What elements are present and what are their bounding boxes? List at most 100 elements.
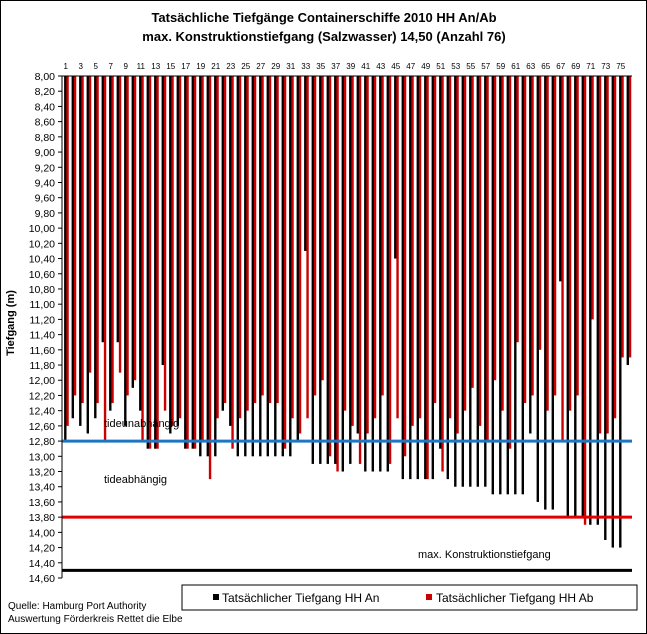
bar-arrival-74 [611, 76, 614, 548]
bar-departure-62 [523, 76, 527, 404]
bar-departure-60 [508, 76, 512, 449]
y-tick-label: 14,20 [29, 543, 55, 555]
y-tick-label: 8,00 [35, 71, 56, 83]
bar-arrival-55 [469, 76, 472, 487]
reference-lines [62, 439, 632, 572]
bar-departure-68 [568, 76, 572, 411]
bar-departure-52 [448, 76, 452, 419]
bar-departure-1 [66, 76, 69, 426]
bar-arrival-72 [596, 76, 599, 525]
bar-arrival-64 [536, 76, 539, 502]
label-tide-independent: tideunabhängig [104, 418, 179, 430]
x-tick-label: 71 [586, 62, 595, 71]
x-tick-label: 17 [181, 62, 190, 71]
bar-arrival-16 [176, 76, 179, 426]
bar-departure-45 [396, 76, 399, 419]
x-tick-label: 67 [556, 62, 565, 71]
bar-arrival-33 [304, 76, 307, 251]
x-tick-label: 5 [94, 62, 99, 71]
y-tick-label: 13,40 [29, 482, 55, 494]
bar-arrival-75 [619, 76, 622, 548]
x-tick-label: 43 [376, 62, 385, 71]
bar-arrival-76 [626, 76, 629, 366]
bar-arrival-32 [296, 76, 299, 442]
bar-arrival-27 [259, 76, 262, 457]
bar-departure-8 [118, 76, 122, 373]
bar-arrival-68 [566, 76, 569, 518]
bar-arrival-26 [251, 76, 254, 457]
bar-departure-2 [73, 76, 77, 396]
chart-title-line-1: Tatsächliche Tiefgänge Containerschiffe … [151, 10, 496, 25]
y-tick-label: 13,60 [29, 497, 55, 509]
bar-departure-30 [283, 76, 287, 449]
bar-arrival-5 [94, 76, 97, 419]
bar-arrival-11 [139, 76, 142, 411]
x-tick-label: 61 [511, 62, 520, 71]
bar-departure-55 [471, 76, 474, 388]
y-tick-label: 9,20 [35, 162, 56, 174]
x-tick-label: 37 [331, 62, 340, 71]
bar-departure-72 [598, 76, 602, 434]
bar-arrival-69 [574, 76, 577, 518]
y-tick-label: 13,80 [29, 512, 55, 524]
bar-arrival-28 [266, 76, 269, 457]
bar-arrival-67 [559, 76, 562, 282]
bar-arrival-14 [161, 76, 164, 366]
y-tick-label: 14,00 [29, 527, 55, 539]
bar-arrival-29 [274, 76, 277, 457]
x-tick-label: 69 [571, 62, 580, 71]
y-tick-label: 10,40 [29, 254, 55, 266]
x-tick-label: 75 [616, 62, 625, 71]
legend-label-departure: Tatsächlicher Tiefgang HH Ab [436, 591, 594, 605]
bar-arrival-22 [221, 76, 224, 411]
bar-departure-69 [576, 76, 579, 396]
bar-departure-18 [193, 76, 197, 449]
y-tick-label: 10,20 [29, 238, 55, 250]
y-tick-label: 12,80 [29, 436, 55, 448]
x-tick-label: 47 [406, 62, 415, 71]
x-tick-label: 33 [301, 62, 310, 71]
bar-arrival-21 [214, 76, 217, 457]
bar-departure-46 [403, 76, 407, 457]
bar-departure-75 [621, 76, 624, 358]
legend-label-arrival: Tatsächlicher Tiefgang HH An [222, 591, 379, 605]
bar-arrival-3 [79, 76, 82, 426]
bar-arrival-35 [319, 76, 322, 464]
bar-departure-43 [381, 76, 384, 396]
bar-departure-11 [141, 76, 144, 442]
bar-departure-23 [231, 76, 234, 449]
bar-departure-24 [238, 76, 242, 419]
bar-departure-20 [208, 76, 212, 480]
bar-arrival-61 [514, 76, 517, 495]
x-tick-label: 53 [451, 62, 460, 71]
y-tick-label: 9,80 [35, 208, 56, 220]
bar-departure-61 [516, 76, 519, 343]
bar-departure-7 [111, 76, 114, 404]
bar-departure-29 [276, 76, 279, 404]
bar-arrival-70 [581, 76, 584, 518]
x-tick-label: 27 [256, 62, 265, 71]
bar-departure-66 [553, 76, 557, 396]
bar-arrival-10 [131, 76, 134, 388]
bar-arrival-15 [169, 76, 172, 434]
y-tick-label: 12,60 [29, 421, 55, 433]
y-tick-label: 11,60 [30, 345, 56, 357]
chart-title-line-2: max. Konstruktionstiefgang (Salzwasser) … [142, 29, 505, 44]
bar-departure-57 [486, 76, 489, 442]
bar-arrival-40 [356, 76, 359, 434]
bar-departure-22 [223, 76, 227, 404]
x-tick-label: 35 [316, 62, 325, 71]
y-tick-label: 11,00 [30, 299, 56, 311]
x-tick-label: 31 [286, 62, 295, 71]
x-tick-label: 73 [601, 62, 610, 71]
bar-arrival-62 [521, 76, 524, 495]
bar-arrival-53 [454, 76, 457, 487]
bar-departure-42 [373, 76, 377, 419]
y-tick-label: 13,20 [29, 467, 55, 479]
bar-departure-39 [351, 76, 354, 426]
x-tick-label: 13 [151, 62, 160, 71]
bar-arrival-36 [326, 76, 329, 464]
source-line-1: Quelle: Hamburg Port Authority [8, 601, 146, 612]
bar-departure-14 [163, 76, 167, 411]
bar-arrival-38 [341, 76, 344, 472]
